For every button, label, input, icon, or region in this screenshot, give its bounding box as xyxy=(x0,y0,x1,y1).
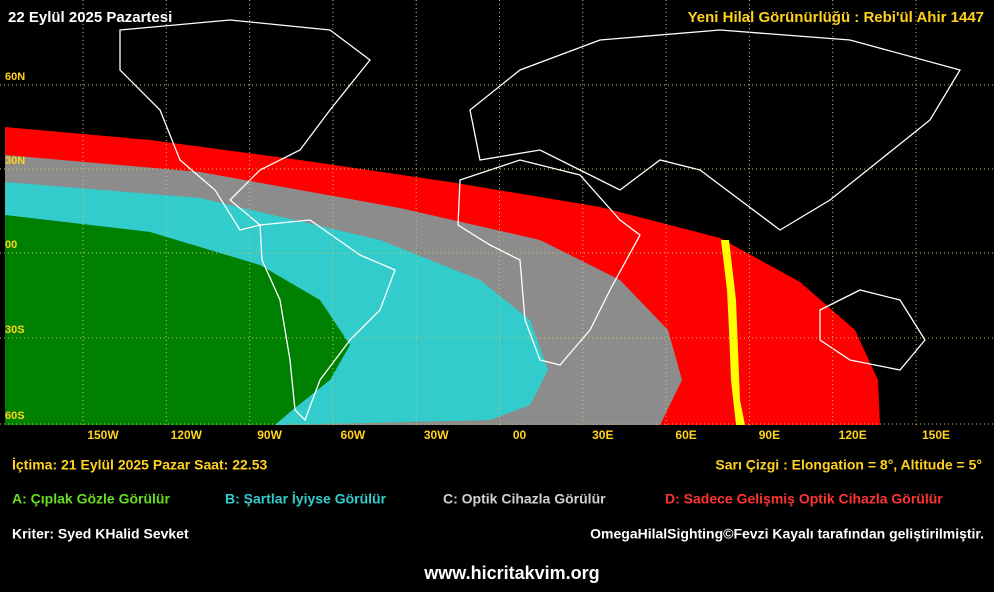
eurasia xyxy=(469,29,961,231)
longitude-label: 120E xyxy=(839,428,867,442)
longitude-label: 60W xyxy=(341,428,366,442)
yellow-line xyxy=(721,240,745,425)
latitude-label: 60N xyxy=(5,71,25,83)
graticule xyxy=(0,0,994,427)
zone-a xyxy=(5,215,350,425)
labels: 60N 30N 00 30S 60S 150W 120W 90W 60W 30W 00 30E 60E 9… xyxy=(5,9,984,583)
longitude-label: 00 xyxy=(513,428,527,442)
africa xyxy=(457,159,641,366)
website: www.hicritakvim.org xyxy=(423,563,599,583)
longitude-label: 90E xyxy=(759,428,780,442)
visibility-zones xyxy=(5,127,880,425)
latitude-label: 30N xyxy=(5,155,25,167)
legend-item: C: Optik Cihazla Görülür xyxy=(443,491,606,507)
longitude-label: 120W xyxy=(171,428,203,442)
criterion: Kriter: Syed KHalid Sevket xyxy=(12,526,189,542)
longitude-label: 30E xyxy=(592,428,613,442)
date-title: 22 Eylül 2025 Pazartesi xyxy=(8,9,172,26)
coastlines xyxy=(119,19,961,422)
longitude-label: 30W xyxy=(424,428,449,442)
latitude-label: 00 xyxy=(5,239,17,251)
australia xyxy=(819,289,926,371)
credit: OmegaHilalSighting©Fevzi Kayalı tarafınd… xyxy=(590,526,984,542)
longitude-label: 90W xyxy=(257,428,282,442)
legend-item: D: Sadece Gelişmiş Optik Cihazla Görülür xyxy=(665,491,943,507)
legend-item: B: Şartlar İyiyse Görülür xyxy=(225,491,387,507)
legend-item: A: Çıplak Gözle Görülür xyxy=(12,491,170,507)
north-america xyxy=(119,19,371,231)
latitude-label: 60S xyxy=(5,410,25,422)
yellow-line-note: Sarı Çizgi : Elongation = 8°, Altitude =… xyxy=(715,457,982,473)
conjunction: İçtima: 21 Eylül 2025 Pazar Saat: 22.53 xyxy=(12,457,267,473)
main-title: Yeni Hilal Görünürlüğü : Rebi'ül Ahir 14… xyxy=(688,9,984,26)
longitude-label: 150E xyxy=(922,428,950,442)
longitude-label: 60E xyxy=(675,428,696,442)
south-america xyxy=(259,219,396,422)
latitude-label: 30S xyxy=(5,324,25,336)
longitude-label: 150W xyxy=(87,428,119,442)
